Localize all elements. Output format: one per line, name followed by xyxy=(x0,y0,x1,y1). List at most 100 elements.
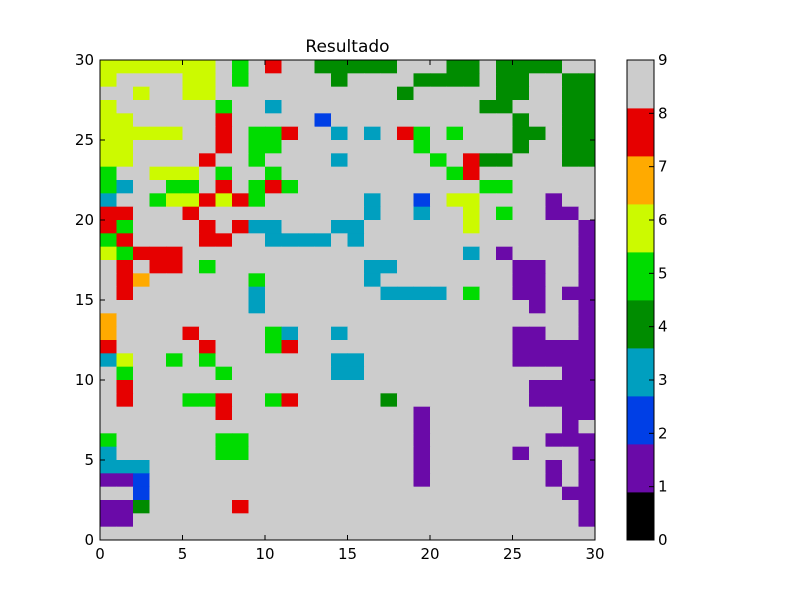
heatmap-cell xyxy=(380,513,398,528)
heatmap-cell xyxy=(479,433,497,448)
heatmap-cell xyxy=(479,393,497,408)
heatmap-cell xyxy=(430,300,447,314)
heatmap-cell xyxy=(199,180,216,194)
heatmap-cell xyxy=(496,246,513,261)
heatmap-cell xyxy=(215,126,233,141)
heatmap-cell xyxy=(182,526,200,541)
heatmap-cell xyxy=(529,100,546,114)
heatmap-cell xyxy=(364,473,381,488)
heatmap-cell xyxy=(116,260,134,274)
heatmap-cell xyxy=(479,300,497,314)
heatmap-cell xyxy=(232,326,249,341)
heatmap-cell xyxy=(413,406,431,421)
heatmap-cell xyxy=(314,140,332,154)
heatmap-cell xyxy=(446,140,464,154)
y-tick-label: 10 xyxy=(75,371,94,389)
heatmap-cell xyxy=(232,393,249,408)
heatmap-cell xyxy=(248,286,266,301)
heatmap-cell xyxy=(562,246,579,261)
heatmap-cell xyxy=(512,513,530,528)
heatmap-cell xyxy=(512,326,530,341)
heatmap-cell xyxy=(281,140,299,154)
heatmap-cell xyxy=(331,446,348,461)
heatmap-cell xyxy=(562,433,579,448)
heatmap-cell xyxy=(562,393,579,408)
heatmap-cell xyxy=(100,126,117,141)
heatmap-cell xyxy=(116,313,134,328)
heatmap-cell xyxy=(100,166,117,181)
heatmap-cell xyxy=(215,500,233,514)
heatmap-cell xyxy=(562,500,579,514)
heatmap-cell xyxy=(116,113,134,128)
heatmap-cell xyxy=(380,486,398,501)
heatmap-cell xyxy=(347,300,365,314)
heatmap-cell xyxy=(529,366,546,381)
heatmap-cell xyxy=(364,126,381,141)
heatmap-cell xyxy=(347,100,365,114)
heatmap-cell xyxy=(199,353,216,368)
heatmap-cell xyxy=(182,353,200,368)
heatmap-cell xyxy=(199,393,216,408)
heatmap-cell xyxy=(364,233,381,248)
heatmap-cell xyxy=(364,313,381,328)
heatmap-cell xyxy=(232,420,249,434)
heatmap-cell xyxy=(166,446,183,461)
heatmap-cell xyxy=(265,113,282,128)
heatmap-cell xyxy=(413,73,431,88)
heatmap-cell xyxy=(331,153,348,168)
colorbar-tick-label: 1 xyxy=(658,478,668,496)
heatmap-cell xyxy=(100,353,117,368)
heatmap-cell xyxy=(364,166,381,181)
heatmap-cell xyxy=(182,286,200,301)
heatmap-cell xyxy=(446,60,464,74)
heatmap-cell xyxy=(463,393,480,408)
heatmap-cell xyxy=(166,340,183,354)
heatmap-cell xyxy=(182,433,200,448)
heatmap-cell xyxy=(298,153,315,168)
heatmap-cell xyxy=(413,260,431,274)
heatmap-cell xyxy=(281,340,299,354)
heatmap-cell xyxy=(314,73,332,88)
heatmap-cell xyxy=(182,260,200,274)
heatmap-cell xyxy=(182,366,200,381)
heatmap-cell xyxy=(512,140,530,154)
heatmap-cell xyxy=(215,446,233,461)
heatmap-cell xyxy=(215,153,233,168)
heatmap-cell xyxy=(397,393,414,408)
heatmap-cell xyxy=(166,153,183,168)
heatmap-cell xyxy=(463,246,480,261)
heatmap-cell xyxy=(463,366,480,381)
heatmap-cell xyxy=(215,513,233,528)
heatmap-cell xyxy=(463,193,480,208)
heatmap-cell xyxy=(232,313,249,328)
heatmap-cell xyxy=(364,380,381,394)
heatmap-cell xyxy=(149,260,167,274)
heatmap-cell xyxy=(265,246,282,261)
heatmap-cell xyxy=(512,60,530,74)
heatmap-cell xyxy=(232,446,249,461)
heatmap-cell xyxy=(529,206,546,221)
heatmap-cell xyxy=(364,526,381,541)
heatmap-cell xyxy=(298,300,315,314)
heatmap-cell xyxy=(397,460,414,474)
heatmap-cell xyxy=(199,153,216,168)
heatmap-cell xyxy=(265,300,282,314)
heatmap-cell xyxy=(397,220,414,234)
heatmap-cell xyxy=(380,113,398,128)
heatmap-cell xyxy=(248,246,266,261)
heatmap-cell xyxy=(562,486,579,501)
heatmap-cell xyxy=(380,140,398,154)
heatmap-cell xyxy=(463,220,480,234)
heatmap-cell xyxy=(265,326,282,341)
heatmap-cell xyxy=(463,86,480,101)
heatmap-cell xyxy=(100,380,117,394)
heatmap-cell xyxy=(248,326,266,341)
heatmap-cell xyxy=(232,206,249,221)
heatmap-cell xyxy=(265,380,282,394)
heatmap-cell xyxy=(298,260,315,274)
heatmap-cell xyxy=(545,246,563,261)
heatmap-cell xyxy=(182,393,200,408)
x-tick-label: 25 xyxy=(503,545,522,563)
heatmap-cell xyxy=(347,500,365,514)
heatmap-cell xyxy=(380,406,398,421)
